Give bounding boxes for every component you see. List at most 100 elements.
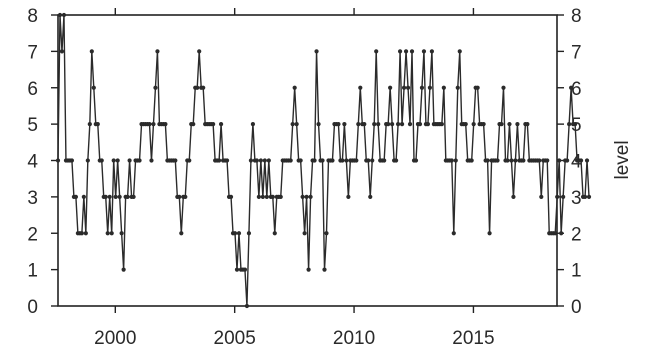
right-tick-label: 2 [571,224,582,245]
data-point [559,231,564,236]
data-point [232,231,238,236]
data-point [399,122,405,127]
data-point [61,12,67,18]
data-point [401,85,407,90]
data-point [403,49,409,54]
data-point [218,122,224,127]
data-point [292,85,297,90]
data-point [340,158,345,163]
data-point [314,49,319,54]
data-point [103,194,108,199]
plot-frame [57,14,558,307]
data-point [107,194,112,199]
data-point [505,158,510,163]
data-point [320,158,325,163]
data-point [306,267,311,272]
data-point [312,158,317,163]
data-point [567,122,572,127]
data-point [91,85,96,90]
data-point [469,158,474,163]
data-point [421,49,427,54]
data-point [511,194,516,199]
data-point [475,85,480,90]
bottom-axis: 2000 2005 2010 2015 [94,8,495,349]
data-point [586,194,592,199]
data-point [362,122,367,127]
data-point [451,231,456,236]
left-tick-label: 3 [27,188,38,209]
data-point [356,122,361,127]
data-point [374,49,379,54]
data-point [463,122,468,127]
left-tick-label: 5 [27,115,38,136]
data-point [376,122,381,127]
data-point [163,122,168,127]
data-point [137,158,142,163]
data-point [405,85,411,90]
data-point [242,267,248,272]
data-point [290,122,295,127]
data-point [397,49,403,54]
data-point [105,231,110,236]
data-point [553,231,558,236]
left-tick-label: 6 [27,79,38,100]
data-point [539,194,544,199]
data-point [57,12,63,18]
data-point [99,158,104,163]
data-point [330,158,335,163]
data-point [336,122,341,127]
data-point [471,122,476,127]
data-point [382,158,387,163]
data-point [370,158,375,163]
data-point [372,122,377,127]
data-point [85,158,90,163]
right-tick-label: 0 [571,297,582,318]
data-point [485,158,490,163]
data-point [95,122,100,127]
data-point [537,158,542,163]
data-point [109,231,114,236]
data-point [487,231,492,236]
data-point [197,49,202,54]
data-point [125,194,130,199]
data-point [81,194,86,199]
data-point [149,158,154,163]
data-point [449,158,454,163]
data-point [509,158,514,163]
data-point [69,158,75,163]
data-point [407,122,413,127]
data-point [342,122,347,127]
data-point [173,158,178,163]
data-point [495,158,500,163]
right-tick-label: 8 [571,6,582,27]
data-point [427,85,433,90]
bottom-tick-label: 2010 [333,328,375,349]
data-point [324,231,329,236]
data-point [246,231,252,236]
data-point [195,85,200,90]
data-point [294,122,299,127]
data-point [278,194,283,199]
data-point [513,158,518,163]
data-point [425,122,431,127]
data-point [555,194,560,199]
data-point [201,85,206,90]
data-point [507,122,512,127]
data-point [453,158,458,163]
data-point [177,194,182,199]
data-point [83,231,88,236]
data-point [545,158,550,163]
data-point [191,122,196,127]
data-point [272,231,277,236]
data-point [455,85,460,90]
left-tick-label: 7 [27,42,38,63]
data-point [569,85,574,90]
left-tick-label: 1 [27,261,38,282]
data-point [419,85,425,90]
right-tick-label: 3 [571,188,582,209]
data-point [417,122,423,127]
data-point [573,122,578,127]
left-tick-label: 0 [27,297,38,318]
right-tick-label: 6 [571,79,582,100]
